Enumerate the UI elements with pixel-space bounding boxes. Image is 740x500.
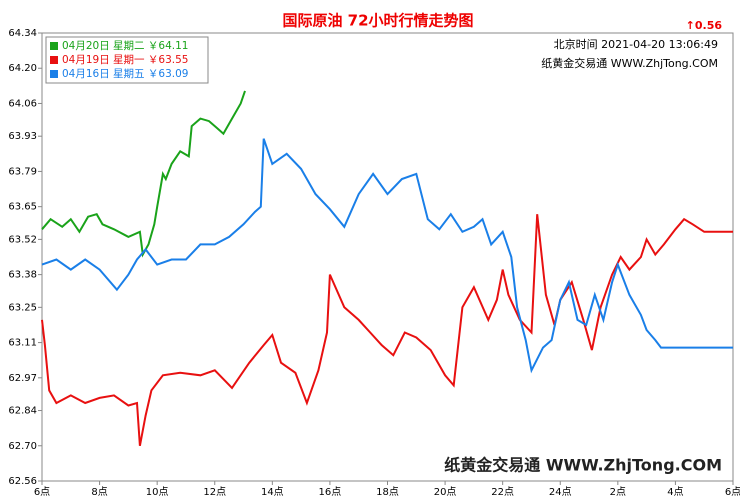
y-tick-label: 62.56 [8,476,37,487]
y-tick-label: 63.38 [8,270,37,281]
x-tick-label: 12点 [203,486,226,498]
x-tick-label: 24点 [549,486,572,498]
x-tick-label: 22点 [491,486,514,498]
x-tick-label: 2点 [610,486,626,498]
legend-label: 04月19日 星期一 ￥63.55 [62,54,188,66]
x-tick-label: 10点 [146,486,169,498]
series-line [41,138,733,374]
y-tick-label: 62.70 [8,441,37,452]
y-tick-label: 63.65 [8,202,37,213]
x-tick-label: 4点 [667,486,683,498]
y-tick-label: 64.06 [8,98,37,109]
y-tick-label: 64.34 [8,28,37,39]
y-tick-label: 62.84 [8,406,37,417]
watermark: 纸黄金交易通 WWW.ZhjTong.COM [444,456,722,475]
series-line [41,214,733,446]
info-time: 北京时间 2021-04-20 13:06:49 [554,37,718,51]
x-tick-label: 20点 [434,486,457,498]
x-tick-label: 8点 [91,486,107,498]
y-tick-label: 63.25 [8,302,37,313]
x-tick-label: 18点 [376,486,399,498]
x-tick-label: 16点 [319,486,342,498]
y-tick-label: 64.20 [8,63,37,74]
change: ↑0.56 [686,19,723,32]
y-tick-label: 62.97 [8,373,37,384]
info-site: 纸黄金交易通 WWW.ZhjTong.COM [541,56,718,70]
chart-title: 国际原油 72小时行情走势图 [282,12,473,30]
legend-label: 04月16日 星期五 ￥63.09 [62,68,188,80]
y-tick-label: 63.93 [8,131,37,142]
y-tick-label: 63.52 [8,234,37,245]
x-tick-label: 6点 [725,486,740,498]
legend-swatch [50,42,58,50]
legend-label: 04月20日 星期二 ￥64.11 [62,40,188,52]
y-tick-label: 63.79 [8,166,37,177]
legend-swatch [50,70,58,78]
legend-swatch [50,56,58,64]
series-line [41,90,246,258]
x-tick-label: 14点 [261,486,284,498]
x-tick-label: 6点 [34,486,50,498]
y-tick-label: 63.11 [8,338,37,349]
legend-box [45,36,209,84]
